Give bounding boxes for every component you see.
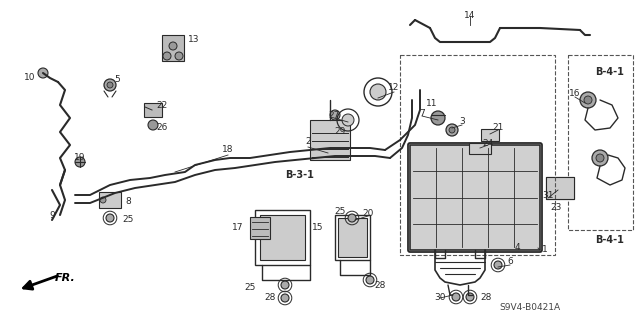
Circle shape xyxy=(452,293,460,301)
Circle shape xyxy=(175,52,183,60)
Text: 2: 2 xyxy=(305,137,311,146)
Text: 6: 6 xyxy=(507,257,513,266)
Text: B-4-1: B-4-1 xyxy=(596,235,625,245)
Circle shape xyxy=(449,127,455,133)
Text: 25: 25 xyxy=(122,216,134,225)
Bar xyxy=(568,55,633,230)
Text: 28: 28 xyxy=(374,280,386,290)
Text: 9: 9 xyxy=(49,211,55,219)
Bar xyxy=(310,120,350,160)
Bar xyxy=(410,145,540,250)
Text: 3: 3 xyxy=(459,117,465,127)
Text: 28: 28 xyxy=(264,293,276,302)
Circle shape xyxy=(148,120,158,130)
Text: 15: 15 xyxy=(312,224,324,233)
Text: 24: 24 xyxy=(483,138,493,147)
Bar xyxy=(260,215,305,260)
Bar xyxy=(400,55,555,255)
Circle shape xyxy=(446,124,458,136)
Circle shape xyxy=(100,197,106,203)
Circle shape xyxy=(107,82,113,88)
Text: 27: 27 xyxy=(328,110,340,120)
Bar xyxy=(546,177,574,199)
Text: 29: 29 xyxy=(334,128,346,137)
Circle shape xyxy=(169,42,177,50)
Circle shape xyxy=(580,92,596,108)
Text: B-3-1: B-3-1 xyxy=(285,170,314,180)
Bar xyxy=(335,215,370,260)
Text: 16: 16 xyxy=(569,88,580,98)
Text: 4: 4 xyxy=(514,243,520,253)
Circle shape xyxy=(38,68,48,78)
Circle shape xyxy=(75,157,85,167)
Bar xyxy=(546,177,574,199)
Text: 31: 31 xyxy=(542,190,554,199)
Circle shape xyxy=(348,214,356,222)
Bar xyxy=(99,192,121,208)
Text: 25: 25 xyxy=(244,284,256,293)
Text: 11: 11 xyxy=(426,99,438,108)
Text: 13: 13 xyxy=(188,35,200,44)
Text: B-4-1: B-4-1 xyxy=(596,67,625,77)
Text: 8: 8 xyxy=(125,197,131,206)
Circle shape xyxy=(163,52,171,60)
Text: 12: 12 xyxy=(388,83,400,92)
Bar xyxy=(255,210,310,265)
Text: 14: 14 xyxy=(464,11,476,19)
Text: 7: 7 xyxy=(419,108,425,117)
Text: 10: 10 xyxy=(24,72,36,81)
Text: 21: 21 xyxy=(492,123,504,132)
Circle shape xyxy=(370,84,386,100)
Text: 1: 1 xyxy=(542,246,548,255)
Text: 25: 25 xyxy=(334,207,346,217)
Bar xyxy=(162,35,184,61)
Circle shape xyxy=(431,111,445,125)
Text: FR.: FR. xyxy=(55,273,76,283)
Circle shape xyxy=(592,150,608,166)
Text: 18: 18 xyxy=(222,145,234,154)
Circle shape xyxy=(106,214,114,222)
Circle shape xyxy=(584,96,592,104)
Text: 17: 17 xyxy=(232,224,244,233)
Circle shape xyxy=(104,79,116,91)
Bar xyxy=(469,143,491,153)
Text: 19: 19 xyxy=(74,153,86,162)
Circle shape xyxy=(596,154,604,162)
Circle shape xyxy=(558,180,568,190)
Circle shape xyxy=(342,114,354,126)
Text: 30: 30 xyxy=(435,293,445,302)
Text: 22: 22 xyxy=(156,100,168,109)
Text: 26: 26 xyxy=(156,123,168,132)
Text: 28: 28 xyxy=(480,293,492,302)
Text: 23: 23 xyxy=(550,204,562,212)
Bar xyxy=(481,129,499,141)
Bar xyxy=(338,218,367,257)
Circle shape xyxy=(330,110,340,120)
Bar xyxy=(144,103,162,117)
Circle shape xyxy=(366,276,374,284)
Bar xyxy=(250,217,270,239)
Circle shape xyxy=(494,261,502,269)
Text: 20: 20 xyxy=(362,209,374,218)
Circle shape xyxy=(281,294,289,302)
Circle shape xyxy=(466,293,474,301)
Text: S9V4-B0421A: S9V4-B0421A xyxy=(499,303,561,313)
Text: 5: 5 xyxy=(114,75,120,84)
Circle shape xyxy=(281,281,289,289)
